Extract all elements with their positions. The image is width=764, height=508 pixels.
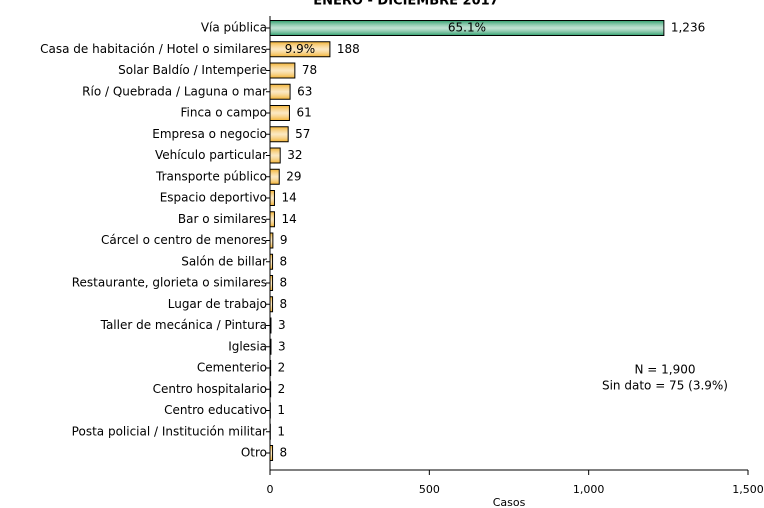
bar (269, 20, 665, 36)
y-tick-label: Empresa o negocio (152, 127, 267, 141)
y-tick-label: Bar o similares (178, 212, 267, 226)
value-label: 188 (337, 42, 360, 56)
value-label: 1 (277, 403, 285, 417)
percent-label: 65.1% (448, 21, 486, 35)
annotation: Sin dato = 75 (3.9%) (602, 379, 728, 393)
y-tick-label: Casa de habitación / Hotel o similares (40, 42, 267, 56)
y-tick-label: Vehículo particular (155, 148, 267, 162)
bar (269, 253, 274, 270)
bar (269, 317, 272, 334)
value-label: 63 (297, 84, 312, 98)
bar (269, 190, 275, 206)
x-tick-label: 500 (419, 483, 440, 496)
value-label: 1 (277, 424, 285, 438)
bar (269, 105, 290, 121)
y-tick-label: Transporte público (155, 169, 267, 183)
y-tick-label: Otro (241, 446, 267, 460)
y-tick-label: Solar Baldío / Intemperie (118, 63, 267, 77)
y-tick-label: Lugar de trabajo (168, 297, 267, 311)
value-label: 8 (280, 297, 288, 311)
bar (269, 381, 272, 398)
x-tick-label: 1,500 (732, 483, 764, 496)
value-label: 14 (281, 191, 296, 205)
bar (269, 41, 331, 58)
percent-label: 9.9% (285, 42, 316, 56)
bar (269, 211, 275, 228)
y-tick-label: Finca o campo (181, 106, 268, 120)
y-tick-label: Centro educativo (164, 403, 267, 417)
y-tick-label: Espacio deportivo (160, 191, 267, 205)
bar (269, 126, 289, 143)
x-tick-label: 0 (267, 483, 274, 496)
y-tick-label: Vía pública (201, 21, 267, 35)
value-label: 29 (286, 169, 301, 183)
value-label: 78 (302, 63, 317, 77)
bar (269, 62, 296, 79)
y-tick-label: Río / Quebrada / Laguna o mar (82, 84, 267, 98)
bar (269, 147, 281, 164)
x-tick-label: 1,000 (573, 483, 605, 496)
value-label: 8 (280, 254, 288, 268)
bar (269, 338, 272, 355)
value-label: 14 (281, 212, 296, 226)
value-label: 3 (278, 318, 286, 332)
y-tick-label: Cárcel o centro de menores (101, 233, 267, 247)
bar (269, 296, 274, 313)
y-tick-label: Restaurante, glorieta o similares (72, 276, 267, 290)
value-label: 2 (278, 382, 286, 396)
value-label: 3 (278, 339, 286, 353)
bar (269, 168, 280, 185)
value-label: 57 (295, 127, 310, 141)
value-label: 9 (280, 233, 288, 247)
bar (269, 232, 274, 249)
value-label: 61 (296, 106, 311, 120)
y-tick-label: Posta policial / Institución militar (72, 424, 267, 438)
value-label: 1,236 (671, 21, 705, 35)
y-tick-label: Cementerio (197, 361, 267, 375)
y-tick-label: Iglesia (228, 339, 267, 353)
x-axis-label: Casos (493, 496, 526, 508)
annotation: N = 1,900 (634, 363, 695, 377)
bar (269, 445, 274, 461)
chart-title: ENERO - DICIEMBRE 2017 (313, 0, 498, 9)
value-label: 8 (280, 446, 288, 460)
bar (269, 83, 291, 100)
value-label: 8 (280, 276, 288, 290)
y-tick-label: Taller de mecánica / Pintura (100, 318, 267, 332)
bar (269, 360, 272, 376)
y-tick-label: Centro hospitalario (153, 382, 267, 396)
bar (269, 275, 274, 291)
y-tick-label: Salón de billar (181, 254, 267, 268)
value-label: 2 (278, 361, 286, 375)
value-label: 32 (287, 148, 302, 162)
